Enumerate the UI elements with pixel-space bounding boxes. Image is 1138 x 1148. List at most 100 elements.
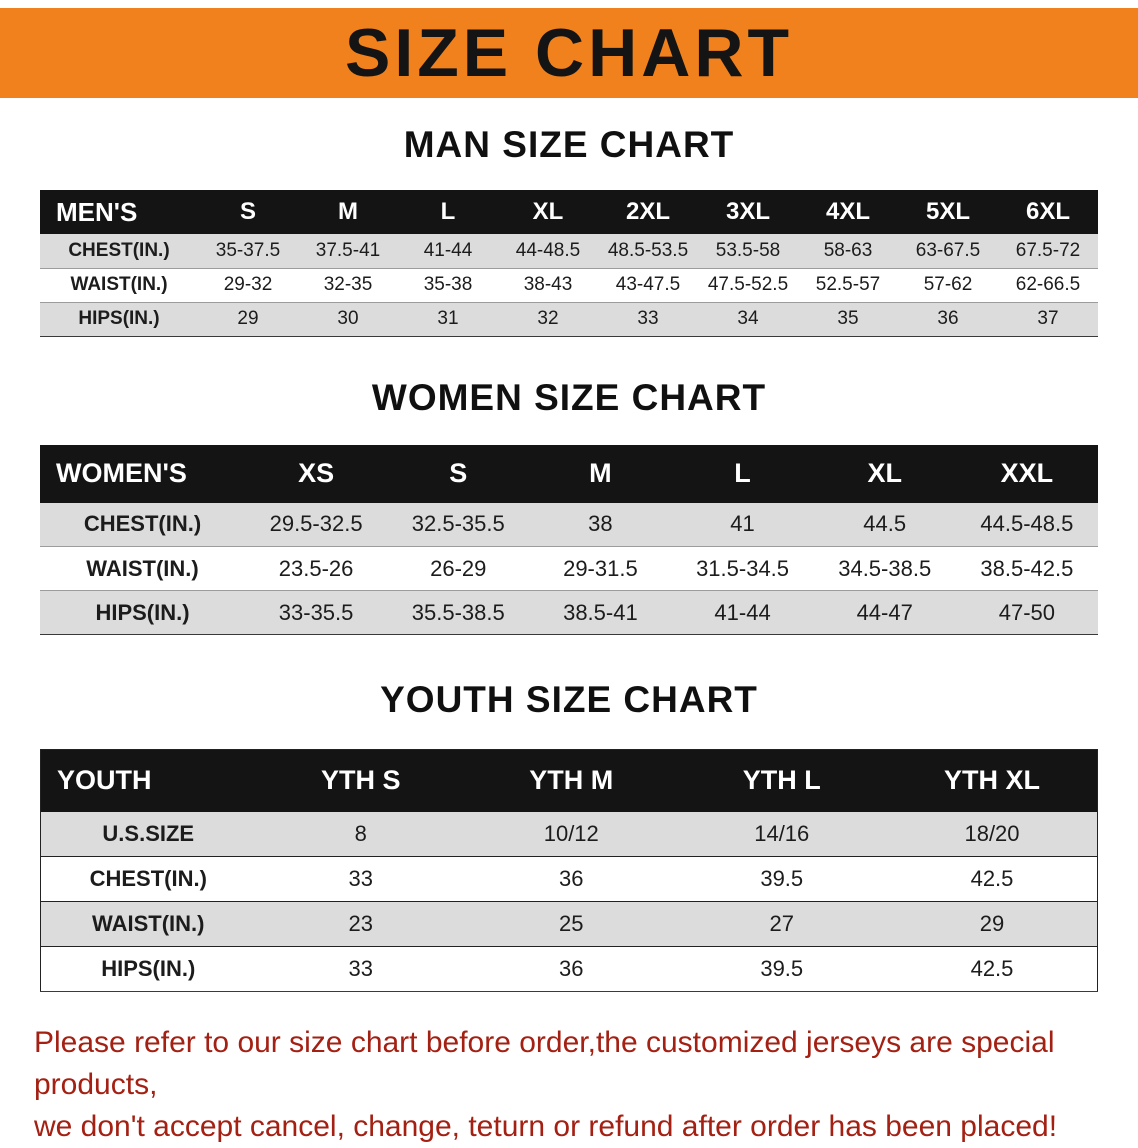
table-cell: 38.5-42.5	[980, 555, 1074, 581]
column-header: M	[298, 190, 398, 234]
table-cell: 37.5-41	[315, 239, 381, 261]
table-cell: 43-47.5	[615, 274, 681, 295]
table-cell: 36	[937, 308, 959, 329]
column-header: 4XL	[798, 190, 898, 234]
section-title-youth: YOUTH SIZE CHART	[380, 679, 758, 720]
table-cell: 23.5-26	[278, 555, 354, 581]
row-label: WAIST(IN.)	[86, 555, 199, 581]
column-header: S	[387, 444, 530, 503]
row-label: HIPS(IN.)	[78, 308, 160, 329]
row-label: CHEST(IN.)	[68, 239, 170, 261]
column-header: YTH XL	[887, 749, 1098, 812]
table-row: HIPS(IN.) 33-35.5 35.5-38.5 38.5-41 41-44 44-…	[40, 590, 1098, 635]
table-cell: 67.5-72	[1015, 239, 1081, 261]
column-header: L	[398, 190, 498, 234]
table-cell: 32-35	[323, 274, 373, 295]
column-header: XL	[498, 190, 598, 234]
table-cell: 36	[559, 956, 584, 981]
table-cell: 38-43	[523, 274, 573, 295]
column-header: YTH S	[255, 749, 466, 812]
table-cell: 33	[348, 866, 373, 891]
table-cell: 32.5-35.5	[411, 511, 505, 537]
table-cell: 42.5	[970, 866, 1014, 891]
table-cell: 18/20	[964, 820, 1020, 846]
table-cell: 31.5-34.5	[696, 555, 790, 581]
column-header: XL	[813, 444, 956, 503]
row-label: WAIST(IN.)	[92, 911, 205, 936]
table-cell: 31	[437, 308, 459, 329]
row-label: CHEST(IN.)	[83, 511, 202, 537]
table-cell: 29-32	[223, 274, 273, 295]
column-header: M	[529, 444, 672, 503]
table-cell: 38	[588, 511, 613, 537]
section-men: MAN SIZE CHART MEN'S S M L XL 2XL 3XL 4XL 5XL 6XL…	[0, 124, 1138, 337]
table-header-row: YOUTH YTH S YTH M YTH L YTH XL	[40, 749, 1098, 812]
size-chart-page: SIZE CHART MAN SIZE CHART MEN'S S M L XL 2XL 3…	[0, 8, 1138, 1148]
table-cell: 44-47	[856, 599, 913, 625]
footer-note: Please refer to our size chart before or…	[0, 1022, 1138, 1148]
table-cell: 29.5-32.5	[269, 511, 363, 537]
table-row: CHEST(IN.) 29.5-32.5 32.5-35.5 38 41 44.5 44.5…	[40, 502, 1098, 547]
table-row: WAIST(IN.) 29-32 32-35 35-38 38-43 43-47.5 47.…	[40, 268, 1098, 302]
section-title-women: WOMEN SIZE CHART	[371, 376, 767, 418]
table-corner-label: YOUTH	[40, 749, 256, 812]
table-cell: 29-31.5	[563, 555, 638, 581]
row-label: WAIST(IN.)	[70, 274, 168, 295]
table-cell: 53.5-58	[715, 239, 781, 261]
section-youth: YOUTH SIZE CHART YOUTH YTH S YTH M YTH L YTH…	[0, 679, 1138, 992]
table-cell: 33	[348, 956, 373, 981]
table-cell: 44-48.5	[515, 239, 581, 261]
table-cell: 48.5-53.5	[607, 239, 689, 261]
table-row: WAIST(IN.) 23 25 27 29	[40, 901, 1098, 947]
table-cell: 52.5-57	[815, 274, 881, 295]
table-row: U.S.SIZE 8 10/12 14/16 18/20	[40, 811, 1098, 857]
table-cell: 27	[769, 911, 794, 936]
table-corner-label: WOMEN'S	[40, 444, 245, 503]
table-cell: 39.5	[760, 956, 804, 981]
table-cell: 38.5-41	[563, 599, 638, 625]
table-cell: 41	[730, 511, 755, 537]
column-header: XS	[245, 444, 388, 503]
table-cell: 37	[1037, 308, 1059, 329]
table-cell: 32	[537, 308, 559, 329]
table-header-row: MEN'S S M L XL 2XL 3XL 4XL 5XL 6XL	[40, 190, 1098, 234]
footer-line-1: Please refer to our size chart before or…	[34, 1026, 1055, 1101]
table-cell: 33-35.5	[278, 599, 354, 625]
column-header: 2XL	[598, 190, 698, 234]
column-header: YTH L	[676, 749, 887, 812]
table-cell: 36	[559, 866, 584, 891]
table-cell: 26-29	[430, 555, 487, 581]
table-cell: 41-44	[423, 239, 473, 261]
table-cell: 29	[237, 308, 259, 329]
table-cell: 44.5-48.5	[980, 511, 1074, 537]
table-cell: 39.5	[760, 866, 804, 891]
column-header: 5XL	[898, 190, 998, 234]
footer-line-2: we don't accept cancel, change, teturn o…	[34, 1110, 1058, 1143]
page-title: SIZE CHART	[345, 15, 793, 91]
table-row: CHEST(IN.) 33 36 39.5 42.5	[40, 856, 1098, 902]
table-cell: 34	[737, 308, 759, 329]
table-cell: 34.5-38.5	[838, 555, 932, 581]
table-cell: 10/12	[543, 820, 599, 846]
column-header: XXL	[955, 444, 1098, 503]
table-cell: 47.5-52.5	[707, 274, 789, 295]
row-label: HIPS(IN.)	[101, 956, 196, 981]
table-row: CHEST(IN.) 35-37.5 37.5-41 41-44 44-48.5 48.5…	[40, 234, 1098, 268]
table-row: HIPS(IN.) 29 30 31 32 33 34 35 36 37	[40, 302, 1098, 336]
table-corner-label: MEN'S	[40, 190, 198, 234]
table-header-row: WOMEN'S XS S M L XL XXL	[40, 444, 1098, 503]
table-row: WAIST(IN.) 23.5-26 26-29 29-31.5 31.5-34.5 34…	[40, 546, 1098, 591]
column-header: S	[198, 190, 298, 234]
table-cell: 41-44	[714, 599, 771, 625]
column-header: L	[671, 444, 814, 503]
table-cell: 29	[979, 911, 1005, 936]
table-cell: 47-50	[998, 599, 1056, 625]
table-cell: 23	[348, 911, 373, 936]
column-header: 3XL	[698, 190, 798, 234]
table-cell: 63-67.5	[915, 239, 981, 261]
section-women: WOMEN SIZE CHART WOMEN'S XS S M L XL XXL CHEST(…	[0, 377, 1138, 636]
column-header: YTH M	[466, 749, 677, 812]
table-cell: 35-37.5	[215, 239, 281, 261]
table-cell: 30	[337, 308, 359, 329]
table-cell: 33	[637, 308, 659, 329]
